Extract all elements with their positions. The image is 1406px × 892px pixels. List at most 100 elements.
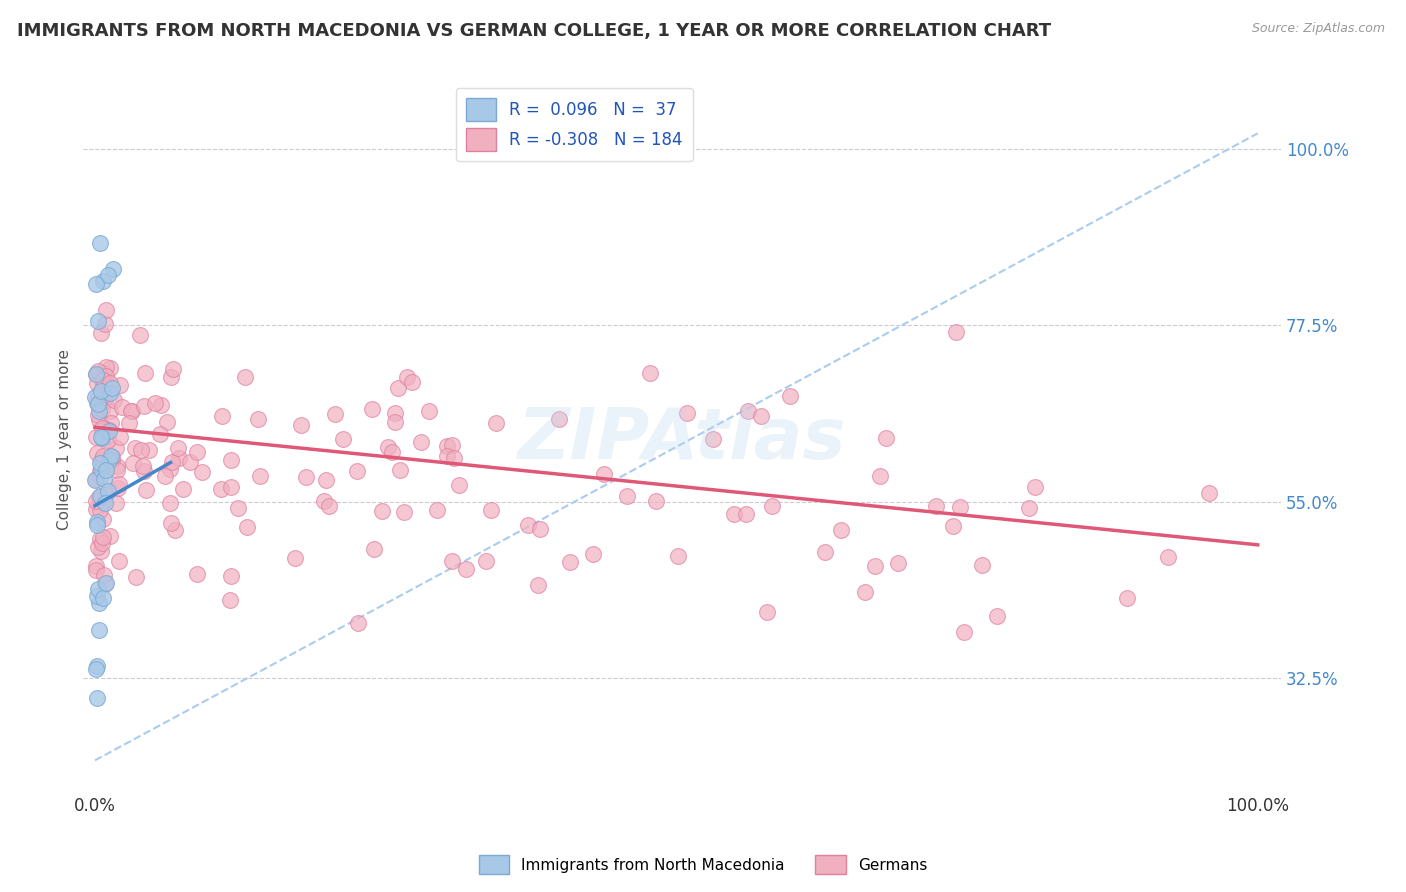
Point bbox=[163, 523, 186, 537]
Point bbox=[89, 596, 111, 610]
Point bbox=[381, 445, 404, 459]
Point bbox=[96, 376, 118, 390]
Point bbox=[863, 558, 886, 573]
Point bbox=[89, 457, 111, 471]
Point bbox=[1018, 501, 1040, 516]
Point bbox=[86, 395, 108, 409]
Point bbox=[105, 441, 128, 455]
Text: ZIPAtlas: ZIPAtlas bbox=[517, 405, 846, 474]
Point bbox=[949, 500, 972, 515]
Point bbox=[91, 420, 114, 434]
Point bbox=[249, 469, 271, 483]
Point bbox=[101, 262, 124, 277]
Point bbox=[84, 564, 107, 578]
Point bbox=[209, 482, 232, 496]
Point bbox=[122, 456, 145, 470]
Point bbox=[90, 326, 112, 341]
Point bbox=[134, 366, 156, 380]
Point bbox=[211, 409, 233, 424]
Point bbox=[830, 523, 852, 537]
Point bbox=[138, 443, 160, 458]
Point bbox=[323, 407, 346, 421]
Point bbox=[392, 505, 415, 519]
Point bbox=[702, 432, 724, 446]
Point bbox=[441, 554, 464, 568]
Point bbox=[91, 378, 114, 392]
Point bbox=[1115, 591, 1137, 605]
Point bbox=[91, 450, 114, 464]
Text: IMMIGRANTS FROM NORTH MACEDONIA VS GERMAN COLLEGE, 1 YEAR OR MORE CORRELATION CH: IMMIGRANTS FROM NORTH MACEDONIA VS GERMA… bbox=[17, 22, 1052, 40]
Point bbox=[118, 417, 141, 431]
Point bbox=[86, 376, 108, 390]
Point bbox=[145, 396, 167, 410]
Point bbox=[98, 360, 121, 375]
Point bbox=[105, 496, 128, 510]
Point bbox=[485, 416, 508, 430]
Point bbox=[945, 325, 967, 339]
Point bbox=[527, 578, 550, 592]
Point bbox=[160, 455, 183, 469]
Point bbox=[191, 465, 214, 479]
Point bbox=[875, 431, 897, 445]
Point bbox=[86, 364, 108, 378]
Point bbox=[160, 516, 183, 530]
Point bbox=[401, 375, 423, 389]
Point bbox=[592, 467, 614, 482]
Point bbox=[756, 605, 779, 619]
Point bbox=[284, 550, 307, 565]
Point bbox=[90, 544, 112, 558]
Point bbox=[396, 370, 419, 384]
Point bbox=[84, 390, 107, 404]
Point bbox=[295, 469, 318, 483]
Point bbox=[89, 430, 111, 444]
Point bbox=[153, 469, 176, 483]
Point bbox=[89, 464, 111, 478]
Point bbox=[93, 568, 115, 582]
Point bbox=[86, 517, 108, 532]
Point bbox=[101, 452, 124, 467]
Point bbox=[449, 477, 471, 491]
Point bbox=[86, 446, 108, 460]
Point bbox=[101, 450, 124, 465]
Point bbox=[332, 433, 354, 447]
Point bbox=[548, 412, 571, 426]
Point bbox=[219, 593, 242, 607]
Point bbox=[388, 462, 411, 476]
Point bbox=[94, 386, 117, 401]
Point bbox=[179, 455, 201, 469]
Point bbox=[675, 406, 697, 420]
Point bbox=[346, 464, 368, 478]
Point bbox=[84, 473, 107, 487]
Point bbox=[418, 404, 440, 418]
Point bbox=[107, 481, 129, 495]
Point bbox=[94, 303, 117, 318]
Y-axis label: College, 1 year or more: College, 1 year or more bbox=[58, 349, 72, 530]
Point bbox=[84, 367, 107, 381]
Point bbox=[1198, 486, 1220, 500]
Point bbox=[172, 482, 194, 496]
Point bbox=[166, 441, 188, 455]
Point bbox=[159, 496, 181, 510]
Point bbox=[84, 430, 107, 444]
Point bbox=[314, 494, 336, 508]
Point bbox=[318, 500, 340, 514]
Point bbox=[90, 536, 112, 550]
Point bbox=[124, 441, 146, 455]
Legend: Immigrants from North Macedonia, Germans: Immigrants from North Macedonia, Germans bbox=[472, 849, 934, 880]
Point bbox=[377, 441, 399, 455]
Point bbox=[737, 404, 759, 418]
Point bbox=[94, 359, 117, 374]
Point bbox=[93, 274, 115, 288]
Point bbox=[131, 442, 153, 457]
Point bbox=[94, 317, 117, 331]
Point bbox=[91, 530, 114, 544]
Point bbox=[814, 545, 837, 559]
Point bbox=[89, 624, 111, 638]
Point bbox=[645, 493, 668, 508]
Point bbox=[89, 413, 111, 427]
Point bbox=[440, 438, 463, 452]
Point bbox=[479, 502, 502, 516]
Point bbox=[558, 555, 581, 569]
Point bbox=[100, 529, 122, 543]
Point bbox=[132, 458, 155, 473]
